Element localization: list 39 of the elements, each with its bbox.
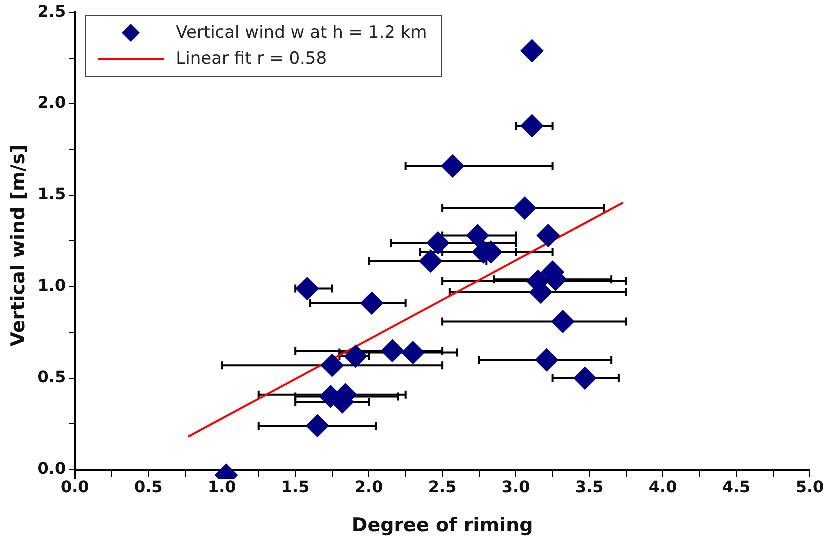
- point: [381, 339, 404, 362]
- point: [426, 232, 450, 255]
- y-tick-label: 1.0: [38, 276, 66, 296]
- point: [419, 250, 442, 273]
- point: [520, 114, 544, 138]
- x-axis-title: Degree of riming: [352, 514, 534, 536]
- point: [306, 414, 330, 438]
- x-tick-label: 2.5: [428, 478, 457, 497]
- point: [296, 277, 319, 300]
- y-tick-label: 0.5: [38, 368, 66, 387]
- point: [513, 196, 536, 220]
- x-tick-label: 4.5: [722, 478, 751, 497]
- x-tick-label: 5.0: [796, 478, 824, 497]
- point: [535, 348, 558, 372]
- x-tick-label: 1.0: [208, 478, 236, 497]
- legend-label: Linear fit r = 0.58: [176, 48, 328, 69]
- y-axis-title: Vertical wind [m/s]: [7, 144, 30, 347]
- point: [574, 366, 597, 390]
- point: [536, 224, 560, 248]
- point: [552, 310, 575, 334]
- point: [320, 354, 344, 378]
- point: [402, 341, 425, 364]
- point: [344, 344, 368, 368]
- x-tick-label: 1.5: [281, 478, 310, 497]
- legend-label: Vertical wind w at h = 1.2 km: [176, 22, 428, 43]
- point: [466, 224, 490, 248]
- x-tick-label: 2.0: [354, 478, 384, 497]
- point: [360, 292, 384, 315]
- point: [520, 40, 544, 63]
- x-tick-label: 0.5: [134, 478, 163, 497]
- x-tick-label: 3.0: [502, 478, 530, 497]
- y-tick-label: 2.0: [38, 93, 66, 112]
- point: [441, 154, 464, 178]
- x-tick-label: 0.0: [60, 478, 90, 497]
- y-tick-label: 2.5: [38, 2, 66, 21]
- y-tick-label: 0.0: [38, 459, 66, 478]
- x-tick-label: 3.5: [575, 478, 604, 497]
- y-tick-label: 1.5: [38, 184, 66, 204]
- x-tick-label: 4.0: [648, 478, 678, 497]
